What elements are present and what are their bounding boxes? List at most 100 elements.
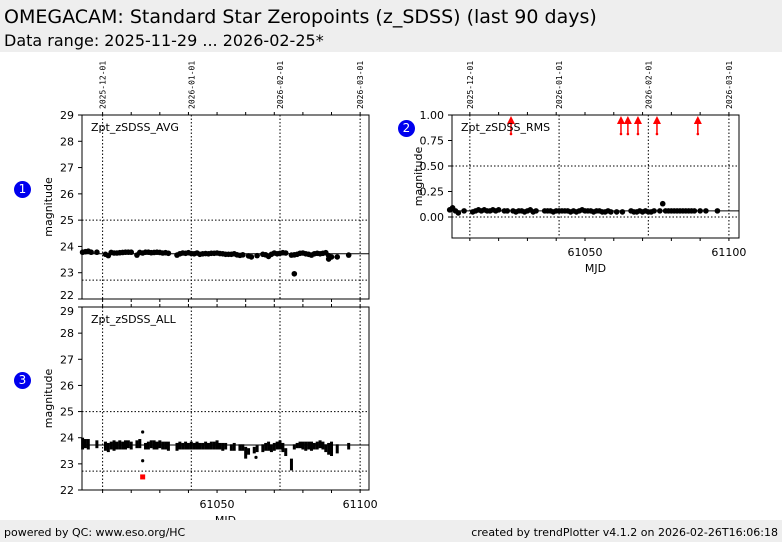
data-point-cluster (121, 441, 125, 450)
date-tick-label: 2026-03-01 (725, 61, 734, 109)
y-tick-label: 23 (60, 458, 74, 471)
data-point-cluster (129, 441, 133, 450)
data-point-cluster (301, 441, 305, 450)
footer-powered-by[interactable]: powered by QC: www.eso.org/HC (4, 526, 186, 539)
data-point-cluster (149, 440, 153, 449)
data-point-cluster (232, 442, 236, 451)
data-point-cluster (324, 444, 328, 453)
y-tick-label: 22 (60, 484, 74, 497)
data-point (141, 430, 145, 434)
plot-badge-3[interactable]: 3 (14, 372, 31, 389)
date-tick-label: 2025-12-01 (466, 61, 475, 109)
y-tick-label: 29 (60, 305, 74, 318)
data-point (691, 208, 698, 214)
clipped-arrow-head (693, 116, 702, 124)
data-point (291, 270, 298, 277)
data-point (504, 208, 511, 214)
rms-plot: 0.00 0.25 0.50 0.75 1.00 61050 61100 2025-12-01… (412, 61, 746, 275)
y-tick-label: 0.50 (420, 160, 445, 173)
y-tick-label: 26 (60, 188, 74, 201)
data-point-cluster (189, 441, 193, 450)
data-point (128, 249, 135, 256)
x-tick-label: 61100 (343, 498, 378, 511)
x-tick-label: 61050 (200, 498, 235, 511)
y-tick-label: 24 (60, 432, 74, 445)
data-point-cluster (192, 442, 196, 450)
data-point-cluster (315, 441, 319, 450)
clipped-arrow-head (507, 116, 516, 124)
y-tick-label: 27 (60, 162, 74, 175)
data-point (328, 254, 335, 260)
date-tick-label: 2026-01-01 (555, 61, 564, 109)
data-point-cluster (298, 441, 302, 449)
data-point-cluster (212, 441, 216, 450)
data-point-cluster (309, 441, 313, 451)
data-point-cluster (241, 444, 245, 451)
data-point-cluster (215, 440, 219, 450)
data-point (141, 459, 145, 463)
data-point-cluster (118, 440, 122, 450)
data-point-cluster (330, 441, 334, 457)
y-tick-label: 28 (60, 135, 74, 148)
date-tick-label: 2026-01-01 (187, 61, 196, 109)
y-axis-label: magnitude (42, 177, 55, 237)
data-point-cluster (144, 442, 148, 450)
data-point (455, 210, 462, 216)
data-point-cluster (138, 439, 142, 449)
data-point-cluster (152, 440, 156, 450)
all-plot: 22 23 24 25 26 27 28 29 61050 61100 Zpt_zSDSS_ALLm… (42, 304, 378, 527)
plot-badge-1[interactable]: 1 (14, 181, 31, 198)
data-point-cluster (184, 441, 188, 450)
data-point-cluster (292, 444, 296, 450)
data-point (461, 208, 467, 214)
data-point-cluster (335, 444, 339, 454)
data-point-cluster (272, 442, 276, 451)
plot-title: Zpt_zSDSS_AVG (91, 121, 179, 134)
axes-frame (451, 114, 740, 239)
footer-created-by: created by trendPlotter v4.1.2 on 2026-0… (471, 526, 778, 539)
data-point (703, 208, 709, 214)
clipped-marker (619, 132, 623, 136)
y-tick-label: 22 (60, 289, 74, 302)
date-tick-label: 2026-03-01 (356, 61, 365, 109)
data-point-cluster (218, 442, 222, 450)
data-point-cluster (229, 444, 233, 451)
date-tick-label: 2026-02-01 (644, 61, 653, 109)
y-tick-label: 26 (60, 379, 74, 392)
footer: powered by QC: www.eso.org/HC created by… (0, 520, 782, 542)
data-range: Data range: 2025-11-29 ... 2026-02-25* (4, 31, 324, 50)
page-title: OMEGACAM: Standard Star Zeropoints (z_SD… (4, 6, 597, 28)
data-point-cluster (252, 446, 256, 454)
data-point (657, 208, 663, 214)
data-point-cluster (275, 441, 279, 450)
clipped-arrow-head (616, 116, 625, 124)
y-tick-label: 29 (60, 109, 74, 122)
data-point-cluster (155, 441, 159, 450)
data-point (714, 208, 721, 214)
plot-badge-2[interactable]: 2 (398, 120, 415, 137)
clipped-arrow-head (623, 116, 632, 124)
data-point-cluster (109, 441, 113, 450)
header: OMEGACAM: Standard Star Zeropoints (z_SD… (0, 0, 782, 52)
data-point-cluster (264, 442, 268, 451)
clipped-arrow-head (652, 116, 661, 124)
axes-frame (81, 306, 370, 491)
data-point-cluster (255, 445, 259, 453)
data-point-cluster (95, 440, 99, 449)
data-point-cluster (209, 441, 213, 450)
data-point (697, 208, 703, 214)
y-tick-label: 23 (60, 267, 74, 280)
data-point-cluster (289, 458, 293, 471)
data-point (165, 250, 172, 257)
data-point-cluster (126, 440, 130, 449)
clipped-marker (696, 132, 700, 136)
y-tick-label: 25 (60, 214, 74, 227)
data-point-cluster (158, 440, 162, 449)
data-point-cluster (112, 440, 116, 451)
y-tick-label: 27 (60, 353, 74, 366)
data-point-cluster (281, 442, 285, 453)
data-point-cluster (166, 441, 170, 451)
data-point-cluster (103, 441, 107, 451)
data-point-cluster (206, 442, 210, 450)
y-tick-label: 24 (60, 240, 74, 253)
